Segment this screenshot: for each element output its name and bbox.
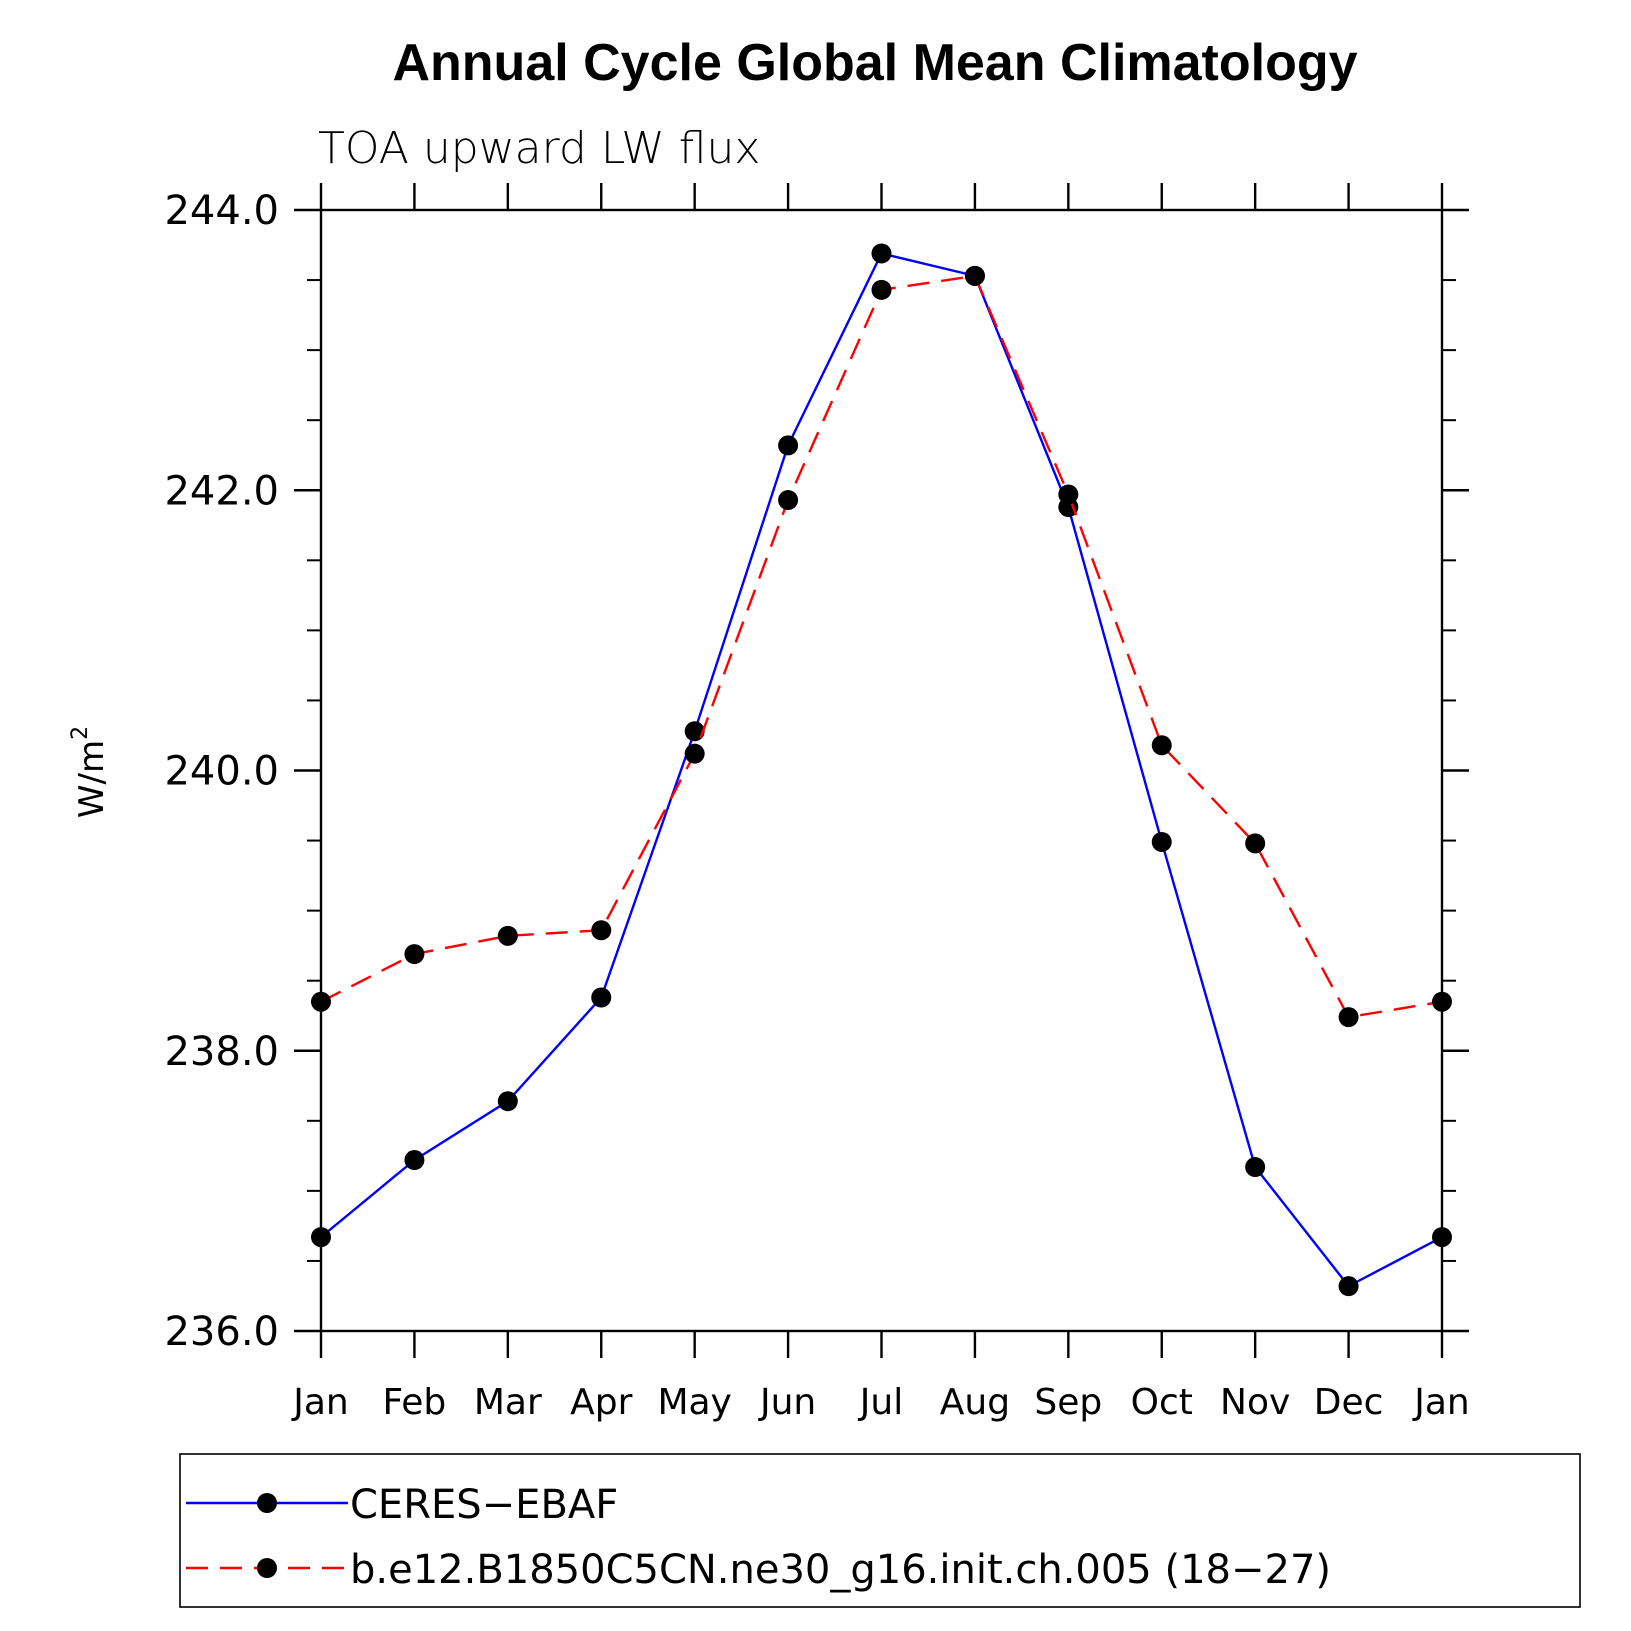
series-line <box>320 252 1443 1288</box>
data-point <box>1245 1157 1266 1178</box>
y-axis-label: W/m2 <box>68 726 112 818</box>
y-tick-label: 240.0 <box>164 749 279 795</box>
x-tick-label: Nov <box>1220 1382 1290 1423</box>
data-point <box>778 490 799 511</box>
data-point <box>404 1150 425 1171</box>
x-tick-label: Aug <box>940 1382 1010 1423</box>
x-tick-label: Dec <box>1314 1382 1384 1423</box>
data-point <box>684 743 705 764</box>
data-point <box>1432 1227 1452 1248</box>
data-point <box>311 991 331 1012</box>
data-point <box>684 721 705 742</box>
x-tick-label: Jan <box>291 1382 349 1423</box>
legend-label-2: b.e12.B1850C5CN.ne30_g16.init.ch.005 (18… <box>350 1547 1331 1593</box>
x-tick-label: Mar <box>474 1382 542 1423</box>
y-tick-label: 244.0 <box>164 188 279 234</box>
data-point <box>497 1091 518 1112</box>
series-line <box>320 274 1443 1019</box>
legend-marker-1 <box>257 1493 277 1513</box>
data-point <box>1338 1007 1359 1028</box>
legend-box <box>179 1453 1581 1608</box>
y-axis-label-text: W/m <box>72 740 112 818</box>
data-point <box>1245 833 1266 854</box>
data-point <box>497 925 518 946</box>
series-1 <box>311 243 1452 1297</box>
series-2 <box>311 265 1452 1028</box>
x-tick-label: Sep <box>1034 1382 1102 1423</box>
svg-text:W/m2: W/m2 <box>68 726 112 818</box>
x-tick-label: Jun <box>758 1382 816 1423</box>
data-point <box>1432 991 1452 1012</box>
tick-labels: Jan Feb Mar Apr May Jun Jul Aug Sep Oct Nov Dec Jan 2… <box>164 188 1469 1423</box>
x-tick-label: Jul <box>858 1382 903 1423</box>
data-point <box>871 243 892 264</box>
series-layer <box>311 243 1452 1297</box>
x-tick-label: Oct <box>1131 1382 1193 1423</box>
legend: CERES−EBAF b.e12.B1850C5CN.ne30_g16.init.… <box>179 1453 1581 1608</box>
data-point <box>311 1227 331 1248</box>
data-point <box>404 944 425 965</box>
data-point <box>1151 831 1172 852</box>
data-point <box>591 987 612 1008</box>
chart-title: Annual Cycle Global Mean Climatology <box>392 34 1357 92</box>
plot-frame <box>319 208 1444 1333</box>
data-point <box>1338 1276 1359 1297</box>
x-tick-label: Feb <box>383 1382 447 1423</box>
y-tick-label: 238.0 <box>164 1029 279 1075</box>
data-point <box>1058 484 1079 505</box>
legend-label-1: CERES−EBAF <box>350 1482 618 1528</box>
x-tick-label: May <box>657 1382 731 1423</box>
data-point <box>964 265 985 286</box>
x-tick-label: Apr <box>570 1382 632 1423</box>
data-point <box>591 920 612 941</box>
y-tick-label: 242.0 <box>164 468 279 514</box>
chart-subtitle: TOA upward LW flux <box>318 123 760 174</box>
data-point <box>871 279 892 300</box>
axes <box>294 183 1469 1358</box>
data-point <box>1151 735 1172 756</box>
y-tick-label: 236.0 <box>164 1309 279 1355</box>
x-tick-label: Jan <box>1412 1382 1470 1423</box>
data-point <box>778 435 799 456</box>
legend-marker-2 <box>257 1558 277 1578</box>
y-axis-label-superscript: 2 <box>68 726 93 740</box>
